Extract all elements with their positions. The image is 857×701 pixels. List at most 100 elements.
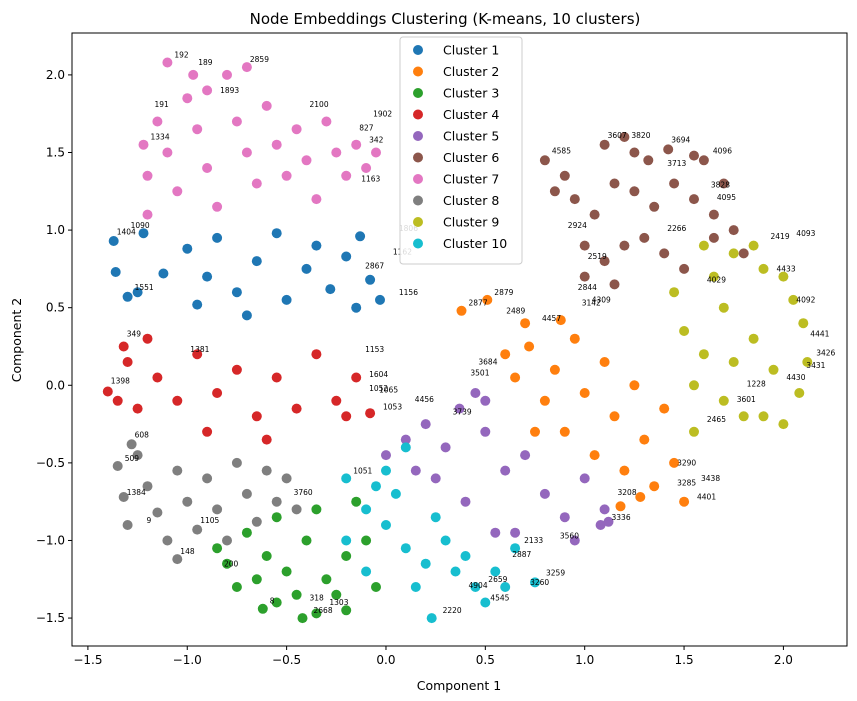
scatter-point	[460, 551, 471, 561]
scatter-point	[241, 310, 252, 321]
scatter-point	[500, 582, 511, 592]
scatter-point	[669, 457, 680, 468]
series-cluster-7: 192 189 2859 1893 1902 827 342 1334 191 2100 1163	[138, 50, 392, 220]
series-cluster-5: 4456 3684 3501 3336 3560 3739	[381, 358, 631, 546]
scatter-point	[603, 516, 614, 527]
node-id-label: 1902	[373, 109, 392, 118]
node-id-label: 192	[174, 50, 189, 59]
scatter-point	[361, 566, 372, 577]
scatter-point	[202, 271, 213, 282]
scatter-point	[261, 551, 272, 561]
node-id-label: 2887	[512, 550, 531, 559]
scatter-point	[281, 473, 292, 484]
node-id-label: 1303	[329, 598, 348, 607]
node-id-label: 4433	[777, 265, 796, 274]
node-id-label: 2877	[469, 299, 488, 308]
scatter-point	[619, 465, 630, 476]
scatter-point	[112, 461, 123, 471]
node-id-label: 1052	[369, 384, 388, 393]
legend-marker	[413, 45, 423, 55]
scatter-point	[649, 481, 660, 492]
scatter-point	[619, 132, 630, 142]
scatter-point	[698, 155, 709, 166]
node-id-label: 3208	[618, 488, 637, 497]
series-cluster-3: 8 2668 318 3760 1303 200	[212, 488, 381, 624]
scatter-point	[118, 341, 129, 352]
node-id-label: 2867	[365, 261, 384, 270]
scatter-point	[748, 333, 759, 344]
scatter-point	[530, 426, 540, 437]
node-id-label: 3285	[677, 479, 696, 488]
scatter-point	[579, 388, 590, 398]
node-id-label: 3259	[546, 569, 565, 578]
scatter-point	[375, 294, 385, 305]
scatter-point	[152, 116, 163, 127]
scatter-point	[738, 411, 749, 422]
x-tick-label: −1.5	[73, 653, 102, 667]
scatter-point	[768, 364, 779, 375]
scatter-point	[555, 315, 566, 326]
scatter-point	[679, 326, 690, 336]
x-tick-label: −0.5	[272, 653, 301, 667]
scatter-point	[122, 520, 133, 530]
scatter-point	[351, 139, 362, 150]
scatter-point	[609, 411, 620, 422]
scatter-point	[251, 256, 262, 267]
node-id-label: 349	[127, 330, 142, 339]
scatter-point	[355, 231, 366, 242]
scatter-point	[172, 186, 183, 197]
scatter-point	[595, 520, 606, 530]
y-tick-label: −1.0	[36, 533, 65, 547]
scatter-point	[192, 299, 203, 310]
scatter-point	[569, 194, 580, 205]
scatter-point	[291, 504, 302, 515]
node-id-label: 1053	[383, 403, 402, 412]
node-id-label: 1065	[379, 386, 398, 395]
scatter-point	[689, 380, 699, 391]
legend-marker	[413, 195, 423, 206]
node-id-label: 3828	[711, 181, 730, 190]
y-tick-label: 1.5	[46, 145, 65, 159]
scatter-point	[520, 318, 531, 329]
scatter-point	[162, 147, 173, 158]
scatter-point	[659, 403, 670, 414]
scatter-point	[132, 403, 143, 414]
node-id-label: 1334	[151, 133, 170, 142]
node-id-label: 8	[270, 597, 275, 606]
scatter-point	[222, 535, 232, 546]
scatter-point	[261, 434, 272, 445]
scatter-point	[794, 388, 805, 398]
scatter-point	[231, 582, 242, 592]
scatter-point	[261, 465, 272, 476]
scatter-point	[331, 395, 342, 406]
scatter-point	[142, 481, 153, 492]
scatter-point	[410, 582, 421, 592]
scatter-point	[212, 504, 223, 515]
legend-marker	[413, 66, 423, 77]
scatter-point	[708, 271, 719, 282]
scatter-point	[297, 613, 308, 624]
node-id-label: 191	[155, 100, 170, 109]
scatter-point	[663, 144, 674, 155]
scatter-point	[569, 333, 580, 344]
scatter-point	[728, 248, 739, 259]
node-id-label: 3739	[453, 407, 472, 416]
scatter-point	[281, 294, 292, 305]
scatter-point	[271, 139, 282, 150]
scatter-point	[271, 372, 282, 383]
node-id-label: 2659	[488, 575, 507, 584]
scatter-point	[351, 496, 362, 507]
scatter-point	[718, 178, 729, 189]
node-id-label: 827	[359, 123, 374, 132]
scatter-point	[152, 507, 163, 518]
scatter-point	[599, 504, 610, 515]
node-id-label: 189	[198, 58, 213, 67]
scatter-point	[381, 520, 391, 530]
node-id-label: 4095	[717, 193, 736, 202]
scatter-point	[539, 395, 550, 406]
scatter-point	[490, 566, 501, 577]
node-id-label: 148	[180, 547, 195, 556]
node-id-label: 2859	[250, 55, 269, 64]
